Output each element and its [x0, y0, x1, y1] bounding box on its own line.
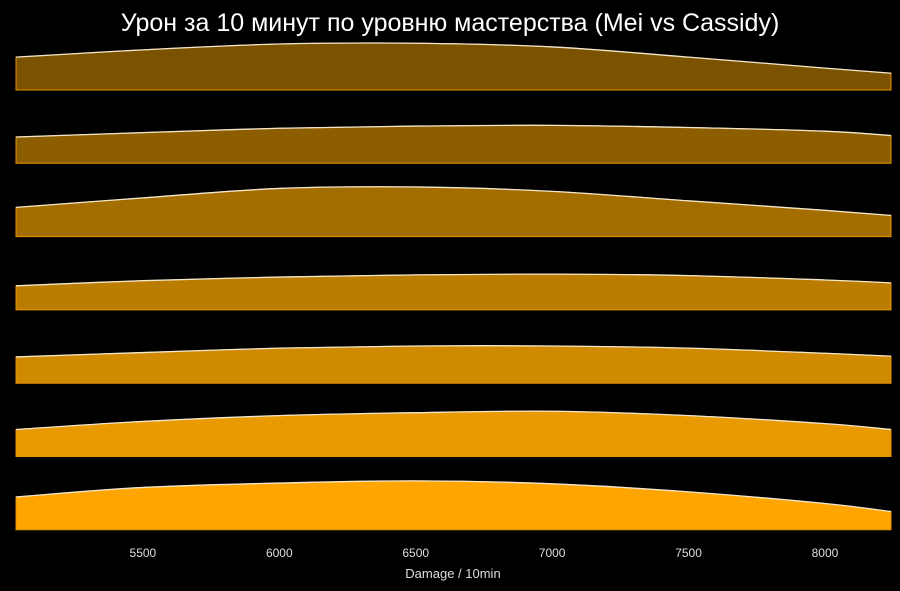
ridge-outline-3 — [15, 186, 892, 217]
x-tick-label: 6000 — [266, 546, 293, 560]
x-axis: 5500 6000 6500 7000 7500 8000 — [130, 546, 839, 560]
ridge-area-6 — [15, 410, 892, 457]
ridge-outline-1 — [15, 42, 892, 74]
x-tick-label: 5500 — [130, 546, 157, 560]
x-tick-label: 8000 — [812, 546, 839, 560]
ridge-area-4 — [15, 273, 892, 311]
ridge-outline-2 — [15, 124, 892, 138]
x-tick-label: 6500 — [402, 546, 429, 560]
ridge-outline-5 — [15, 345, 892, 358]
ridge-area-7 — [15, 480, 892, 531]
ridge-outline-4 — [15, 273, 892, 287]
ridge-area-2 — [15, 124, 892, 164]
x-axis-label: Damage / 10min — [405, 566, 500, 581]
x-tick-label: 7000 — [539, 546, 566, 560]
ridge-outline-6 — [15, 410, 892, 431]
ridge-outline-7 — [15, 480, 892, 513]
ridges — [15, 42, 892, 531]
chart-title: Урон за 10 минут по уровню мастерства (M… — [121, 9, 780, 37]
ridge-area-3 — [15, 186, 892, 238]
ridge-area-5 — [15, 345, 892, 384]
x-tick-label: 7500 — [675, 546, 702, 560]
